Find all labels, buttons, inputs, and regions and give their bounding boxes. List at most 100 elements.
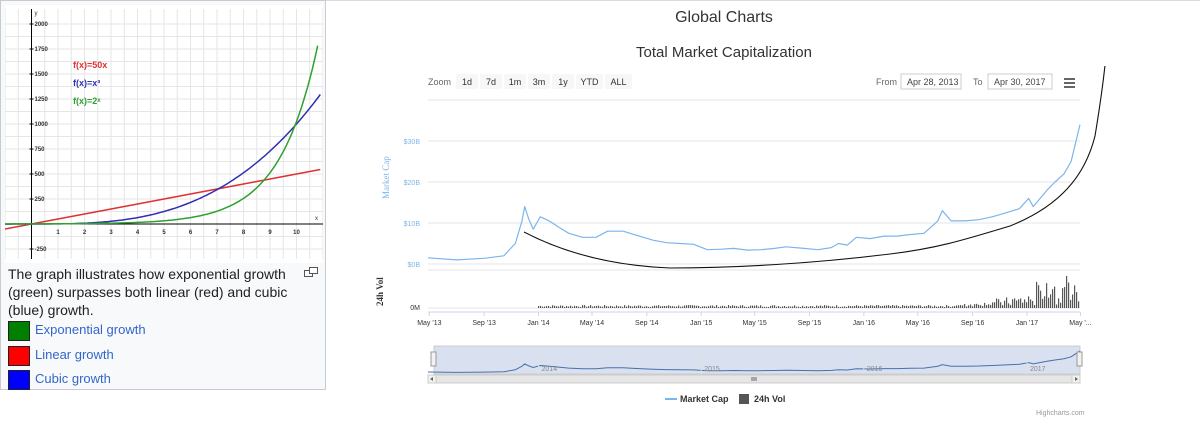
volume-bar <box>950 306 952 308</box>
navigator-label: 2014 <box>542 366 558 373</box>
legend-label[interactable]: Cubic growth <box>35 371 111 386</box>
y-tick-label: 1250 <box>35 97 49 103</box>
zoom-button-label: 1d <box>462 77 472 87</box>
volume-bar <box>894 305 896 308</box>
volume-bar <box>900 306 902 308</box>
volume-bar <box>698 305 700 308</box>
volume-bar <box>830 306 832 308</box>
volume-bar <box>1022 302 1024 308</box>
x-tick-label: 4 <box>136 230 140 236</box>
zoom-button[interactable] <box>480 74 502 89</box>
volume-bar <box>970 304 972 308</box>
volume-bar <box>574 305 576 308</box>
navigator-right-handle[interactable] <box>1076 351 1083 367</box>
volume-bar <box>990 304 992 308</box>
to-label: To <box>973 77 983 87</box>
volume-bar <box>1040 290 1042 308</box>
volume-bar <box>886 305 888 308</box>
volume-bar <box>1046 283 1048 308</box>
volume-bar <box>638 305 640 308</box>
volume-bar <box>1010 304 1012 308</box>
zoom-button[interactable] <box>456 74 478 89</box>
menu-icon[interactable] <box>1064 78 1075 88</box>
legend-label[interactable]: Exponential growth <box>35 322 146 337</box>
zoom-label: Zoom <box>428 77 451 87</box>
volume-bar <box>856 305 858 308</box>
volume-bar <box>896 305 898 308</box>
volume-bar <box>898 306 900 308</box>
volume-bar <box>1070 299 1072 308</box>
volume-bar <box>572 306 574 308</box>
from-label: From <box>876 77 897 87</box>
volume-bar <box>762 306 764 308</box>
function-graph: 1 2 3 4 5 6 7 8 9 10 -250 250 500 750 1000 1250 1500 1750… <box>5 5 323 263</box>
volume-bar <box>768 306 770 308</box>
legend-label[interactable]: 24h Vol <box>754 394 785 404</box>
volume-bar <box>808 306 810 308</box>
volume-bar <box>866 305 868 308</box>
volume-bar <box>816 305 818 308</box>
volume-bar <box>930 305 932 308</box>
volume-bar <box>1004 300 1006 308</box>
navigator-selection[interactable] <box>433 345 1081 375</box>
volume-bar <box>610 305 612 308</box>
volume-bar <box>600 306 602 308</box>
navigator-label: 2016 <box>867 366 883 373</box>
volume-bar <box>726 306 728 308</box>
volume-bar <box>1044 296 1046 308</box>
volume-bar <box>568 306 570 308</box>
y-tick-label: 500 <box>35 172 46 178</box>
volume-bar <box>996 298 998 308</box>
zoom-button[interactable] <box>605 74 632 89</box>
volume-bar <box>666 306 668 308</box>
legend-swatch-blue <box>8 370 30 390</box>
legend-swatch-green <box>8 321 30 341</box>
legend-label[interactable]: Linear growth <box>35 347 114 362</box>
volume-bar <box>612 306 614 308</box>
volume-bar <box>686 305 688 308</box>
scroll-left-arrow-icon[interactable] <box>430 377 433 381</box>
navigator-left-handle[interactable] <box>430 351 437 367</box>
enlarge-icon[interactable] <box>304 267 318 277</box>
zoom-button[interactable] <box>528 74 550 89</box>
scroll-right-arrow-icon[interactable] <box>1075 377 1078 381</box>
zoom-button-label: 1y <box>558 77 568 87</box>
from-date-input[interactable] <box>900 73 962 90</box>
volume-bar <box>872 305 874 308</box>
volume-bar <box>818 306 820 308</box>
volume-bar <box>566 306 568 308</box>
zoom-button[interactable] <box>504 74 526 89</box>
volume-bar <box>1032 300 1034 308</box>
credits-link[interactable]: Highcharts.com <box>1036 410 1085 417</box>
volume-bar <box>540 305 542 308</box>
volume-bar <box>836 305 838 308</box>
y-tick-label: -250 <box>35 247 48 253</box>
zoom-button[interactable] <box>576 74 603 89</box>
to-date-input[interactable] <box>987 73 1053 90</box>
volume-bar <box>840 306 842 308</box>
volume-bar <box>548 305 550 308</box>
volume-bar <box>702 306 704 308</box>
volume-bar <box>554 305 556 308</box>
volume-bar <box>912 305 914 308</box>
legend-item-exponential: Exponential growth <box>8 321 268 341</box>
volume-bar <box>920 305 922 308</box>
market-cap-chart[interactable]: Zoom 1d 7d 1m 3m 1y YTD ALL From Apr 28, 2013 … <box>370 66 1130 426</box>
volume-bar <box>576 306 578 308</box>
volume-bar <box>582 305 584 308</box>
volume-bar <box>604 305 606 308</box>
volume-bar <box>796 306 798 308</box>
linear-series-line <box>5 168 321 230</box>
volume-bar <box>728 305 730 308</box>
volume-bar <box>544 306 546 308</box>
volume-bar <box>730 306 732 308</box>
volume-bar <box>868 306 870 308</box>
legend-label[interactable]: Market Cap <box>680 394 729 404</box>
from-date-value: Apr 28, 2013 <box>907 77 959 87</box>
volume-bar <box>942 306 944 308</box>
volume-bar <box>550 306 552 308</box>
volume-bar <box>1066 276 1068 308</box>
volume-bar <box>998 299 1000 308</box>
volume-bar <box>1012 299 1014 308</box>
zoom-button[interactable] <box>552 74 574 89</box>
